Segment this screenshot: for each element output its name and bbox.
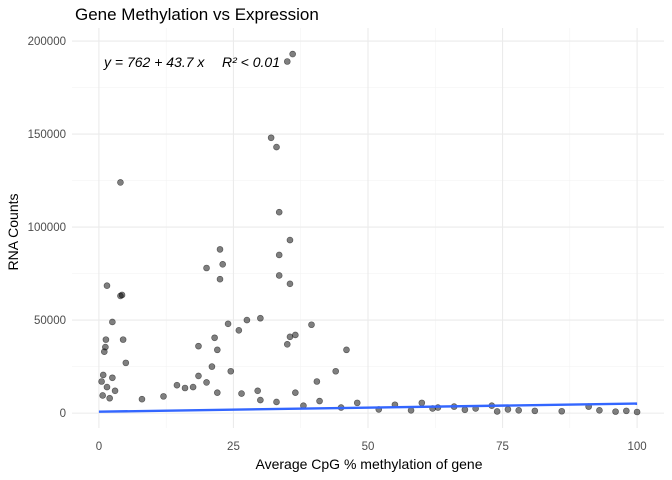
y-axis-title: RNA Counts xyxy=(5,193,21,270)
data-point xyxy=(313,378,321,385)
x-tick-label: 0 xyxy=(96,441,102,453)
data-point xyxy=(407,407,415,414)
data-point xyxy=(558,407,566,415)
data-point xyxy=(275,272,283,279)
data-point xyxy=(119,336,127,343)
data-point xyxy=(106,394,113,402)
data-point xyxy=(195,372,202,380)
data-point xyxy=(283,340,291,348)
y-tick-label: 0 xyxy=(60,408,66,420)
regression-line-group xyxy=(98,402,638,413)
data-point xyxy=(504,406,512,413)
x-tick-label: 75 xyxy=(496,441,509,453)
data-point xyxy=(275,208,283,216)
data-point xyxy=(343,346,350,354)
data-point xyxy=(103,282,111,289)
data-point xyxy=(493,408,501,415)
y-tick-label: 50000 xyxy=(34,315,66,327)
data-point xyxy=(100,348,108,356)
regression-equation: y = 762 + 43.7 x xyxy=(103,54,205,70)
data-point xyxy=(109,318,116,326)
data-point xyxy=(273,143,280,151)
regression-r2: R² < 0.01 xyxy=(222,54,280,70)
data-point xyxy=(273,398,280,406)
data-point xyxy=(243,316,251,324)
y-tick-label: 100000 xyxy=(28,222,66,234)
data-point xyxy=(138,395,146,403)
data-point xyxy=(418,399,426,407)
data-point xyxy=(275,251,283,259)
x-tick-label: 100 xyxy=(627,441,646,453)
x-tick-label: 50 xyxy=(362,441,375,453)
data-point xyxy=(214,389,221,396)
data-point xyxy=(214,346,221,354)
x-axis-title: Average CpG % methylation of gene xyxy=(256,456,483,472)
data-point xyxy=(235,327,243,334)
data-point xyxy=(219,260,226,268)
data-point xyxy=(353,399,361,407)
data-point xyxy=(160,393,167,400)
data-point xyxy=(286,333,294,341)
x-tick-label: 25 xyxy=(227,441,240,453)
data-point xyxy=(267,134,275,142)
regression-line xyxy=(98,402,638,413)
data-point xyxy=(122,359,130,367)
data-point xyxy=(332,367,340,375)
chart-title: Gene Methylation vs Expression xyxy=(75,5,319,24)
data-point xyxy=(633,408,641,416)
data-point xyxy=(208,363,216,370)
data-point xyxy=(99,392,106,399)
axis-tick-labels: 0 25 50 75 100 0 50000 100000 150000 200000 xyxy=(28,36,647,453)
data-point xyxy=(612,408,619,415)
data-point xyxy=(286,236,294,244)
y-tick-label: 150000 xyxy=(28,129,66,141)
data-point xyxy=(224,320,232,328)
data-point xyxy=(292,389,299,396)
data-point xyxy=(173,381,181,389)
data-point xyxy=(189,383,197,391)
data-point xyxy=(623,407,630,415)
data-point xyxy=(99,371,107,379)
data-point xyxy=(286,280,294,288)
data-point xyxy=(308,321,315,329)
data-point xyxy=(238,390,245,397)
data-point xyxy=(118,291,126,299)
grid-lines xyxy=(72,28,664,428)
data-point xyxy=(257,314,264,322)
data-point xyxy=(257,396,264,404)
data-point xyxy=(289,50,296,58)
data-point xyxy=(111,387,119,395)
data-point xyxy=(515,407,522,414)
data-point xyxy=(117,179,124,186)
data-point xyxy=(283,58,291,65)
data-point xyxy=(102,336,110,343)
data-point xyxy=(181,384,189,392)
data-point xyxy=(531,407,539,415)
data-point xyxy=(203,264,210,272)
data-point xyxy=(461,406,469,414)
data-point xyxy=(216,246,224,253)
data-point xyxy=(216,275,224,283)
data-point xyxy=(227,367,235,375)
data-point xyxy=(254,387,261,395)
data-point xyxy=(103,383,111,391)
y-tick-label: 200000 xyxy=(28,36,66,48)
data-point xyxy=(195,342,202,350)
data-point xyxy=(316,397,323,405)
data-point xyxy=(211,334,218,342)
data-point xyxy=(109,374,116,382)
data-points xyxy=(98,50,641,416)
data-point xyxy=(596,407,603,414)
data-point xyxy=(98,378,105,385)
data-point xyxy=(203,379,210,386)
